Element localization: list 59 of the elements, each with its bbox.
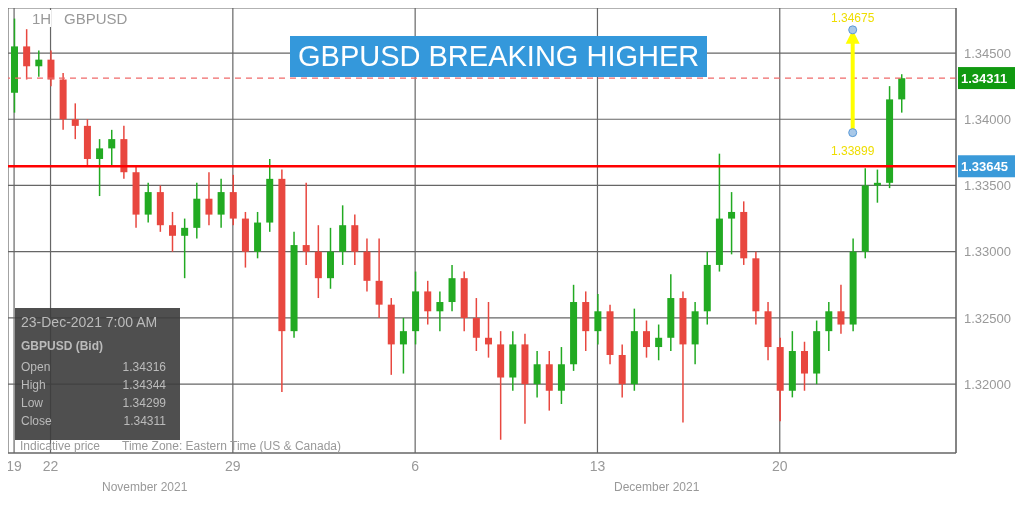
y-tick-label: 1.32000 [964, 376, 1011, 392]
ref-line-label: 1.33645 [961, 159, 1008, 175]
candlestick [35, 49, 43, 78]
candlestick [375, 237, 383, 319]
x-tick-label: 13 [589, 457, 606, 474]
candlestick [448, 264, 456, 313]
candlestick [436, 290, 444, 332]
annotation: 1H [32, 10, 52, 27]
candlestick [217, 178, 225, 229]
candlestick [302, 182, 310, 266]
x-tick-label: 22 [42, 457, 59, 474]
candlestick [825, 301, 833, 352]
y-tick-label: 1.33500 [964, 178, 1011, 194]
candlestick [108, 129, 116, 167]
candlestick [533, 350, 541, 399]
annotation: Close [21, 414, 52, 428]
candlestick [424, 280, 432, 326]
annotation: GBPUSD (Bid) [21, 339, 103, 353]
x-tick-label: 20 [771, 457, 788, 474]
text: November 2021 [102, 480, 188, 494]
candlestick [205, 171, 213, 226]
x-tick-label: 19 [6, 457, 23, 474]
annotation: 1.34311 [123, 414, 166, 428]
candlestick [898, 73, 906, 114]
candlestick [399, 317, 407, 375]
candlestick [23, 28, 31, 81]
candlestick [485, 301, 492, 359]
candlestick [837, 284, 845, 335]
candlestick [96, 138, 104, 197]
y-tick-label: 1.33000 [964, 244, 1011, 260]
annotation: 1.34344 [122, 378, 166, 392]
candlestick [71, 102, 79, 140]
text: GBPUSD BREAKING HIGHER [290, 36, 708, 77]
annotation: 23-Dec-2021 7:00 AM [21, 314, 158, 330]
ref-line-label: 1.34311 [961, 71, 1008, 87]
candlestick [181, 217, 189, 279]
candlestick [472, 297, 480, 352]
candlestick [643, 319, 650, 359]
candlestick [655, 323, 663, 362]
annotation: Open [21, 360, 51, 374]
x-tick-label: 29 [225, 457, 241, 474]
annotation: 1.34316 [122, 360, 166, 374]
text: December 2021 [614, 480, 700, 494]
y-tick-label: 1.34500 [964, 45, 1011, 61]
y-tick-label: 1.32500 [964, 310, 1011, 326]
candlestick [728, 191, 736, 256]
annotation: 1.34675 [831, 10, 875, 25]
x-tick-label: 6 [411, 457, 420, 474]
annotation: 1.34299 [122, 396, 166, 410]
annotation: GBPUSD [64, 10, 128, 27]
annotation: 1.33899 [831, 143, 875, 158]
candlestick [144, 182, 152, 224]
annotation: High [21, 378, 46, 392]
candlestick [169, 211, 176, 253]
candlestick [47, 49, 55, 87]
candlestick [594, 293, 602, 346]
candlestick [801, 341, 808, 392]
y-tick-label: 1.34000 [964, 111, 1011, 127]
annotation: Low [21, 396, 44, 410]
